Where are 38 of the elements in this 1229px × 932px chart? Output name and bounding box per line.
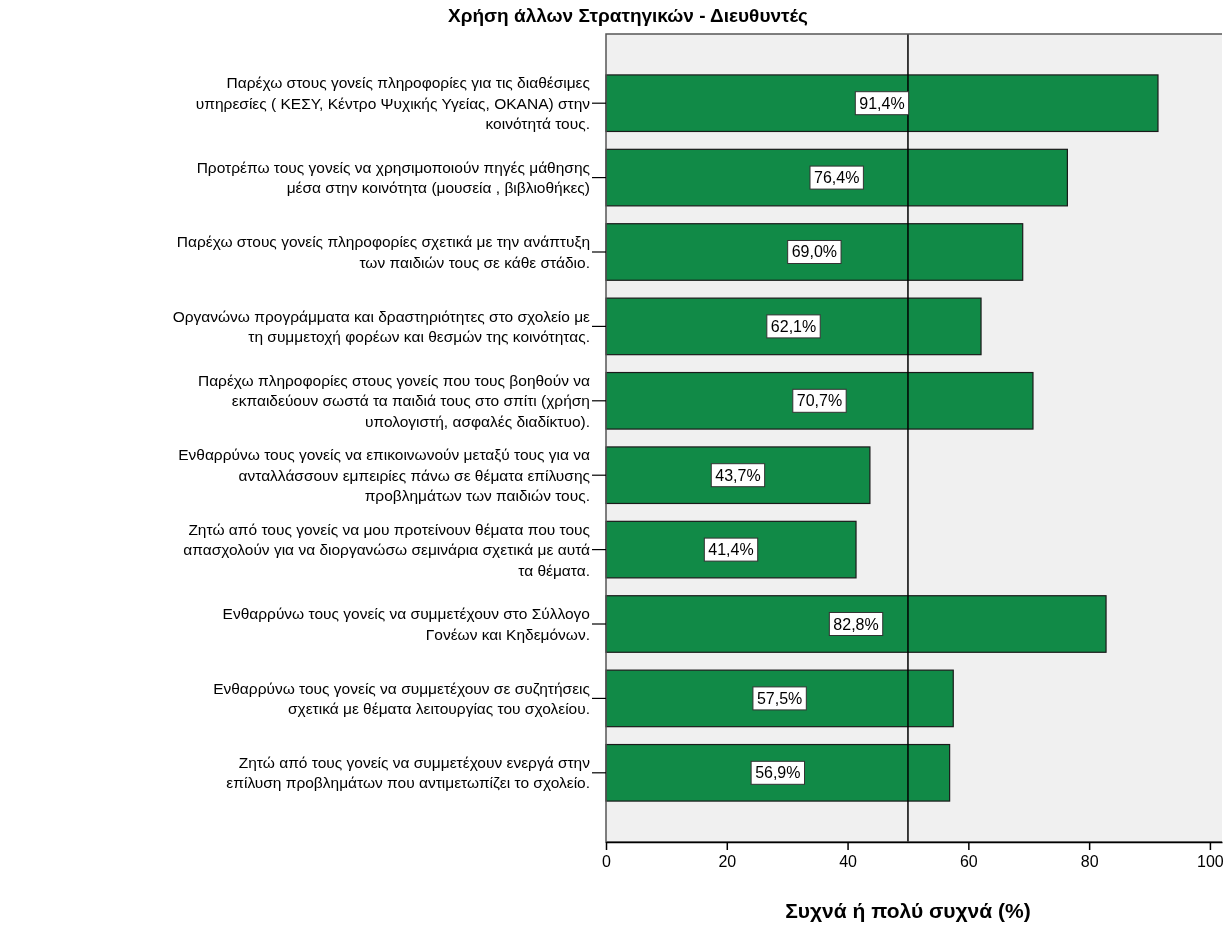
y-tick-label: Παρέχω πληροφορίες στους γονείς που τους βοηθούν να εκπαιδεύουν σωστά τα παιδιά τους στο σπίτι (χρήση υπολογιστή, ασφαλές διαδίκτυο). xyxy=(197,371,591,430)
data-label: 82,8% xyxy=(833,615,879,633)
bar xyxy=(605,595,1107,653)
bar xyxy=(605,74,1159,133)
x-tick-label: 100 xyxy=(1197,853,1224,871)
y-tick-label: Ενθαρρύνω τους γονείς να συμμετέχουν σε συζητήσεις σχετικά με θέματα λειτουργίας του σχολείου. xyxy=(213,679,590,718)
bar xyxy=(605,371,1034,430)
y-tick-label: Προτρέπω τους γονείς να χρησιμοποιούν πηγές μάθησης μέσα στην κοινότητα (μουσεία , βιβλιοθήκες) xyxy=(196,158,590,197)
data-label: 91,4% xyxy=(859,94,905,112)
data-label: 56,9% xyxy=(755,764,801,782)
data-label: 70,7% xyxy=(796,392,843,410)
y-tick-label: Ενθαρρύνω τους γονείς να επικοινωνούν μεταξύ τους για να ανταλλάσσουν εμπειρίες πάνω σε θέματα επίλυσης προβλημάτων των παιδιών τους. xyxy=(178,446,591,505)
x-tick-label: 80 xyxy=(1080,853,1099,871)
bar xyxy=(605,148,1068,207)
bar xyxy=(605,297,982,356)
data-label: 76,4% xyxy=(814,169,860,187)
data-label: 41,4% xyxy=(708,541,754,559)
x-tick-label: 60 xyxy=(959,853,978,871)
x-axis-title: Συχνά ή πολύ συχνά (%) xyxy=(785,899,1031,922)
bar xyxy=(605,520,857,579)
y-tick-label: Οργανώνω προγράμματα και δραστηριότητες στο σχολείο με τη συμμετοχή φορέων και θεσμών της κοινότητας. xyxy=(172,307,591,346)
x-tick-label: 40 xyxy=(839,853,858,871)
data-label: 69,0% xyxy=(791,243,838,261)
x-tick-label: 20 xyxy=(718,853,737,871)
y-tick-label: Παρέχω στους γονείς πληροφορίες σχετικά με την ανάπτυξη των παιδιών τους σε κάθε στάδιο. xyxy=(176,233,590,271)
chart-title: Χρήση άλλων Στρατηγικών - Διευθυντές xyxy=(448,5,809,26)
y-tick-label: Ζητώ από τους γονείς να μου προτείνουν θέματα που τους απασχολούν για να διοργανώσω σεμινάρια σχετικά με αυτά τα θέματα. xyxy=(183,520,591,579)
data-label: 62,1% xyxy=(770,317,817,335)
y-tick-label: Παρέχω στους γονείς πληροφορίες για τις διαθέσιμες υπηρεσίες ( ΚΕΣΥ, Κέντρο Ψυχικής Υγείας, ΟΚΑΝΑ) στην κοινότητά τους. xyxy=(195,74,591,133)
data-label: 57,5% xyxy=(756,689,803,707)
bar xyxy=(605,669,954,728)
y-tick-label: Ζητώ από τους γονείς να συμμετέχουν ενεργά στην επίλυση προβλημάτων που αντιμετωπίζει το σχολείο. xyxy=(226,753,591,792)
x-tick-label: 0 xyxy=(602,853,612,871)
y-tick-label: Ενθαρρύνω τους γονείς να συμμετέχουν στο Σύλλογο Γονέων και Κηδεμόνων. xyxy=(222,605,590,643)
data-label: 43,7% xyxy=(715,466,761,484)
bar xyxy=(605,743,951,802)
bar xyxy=(605,446,871,505)
bar xyxy=(605,223,1024,281)
